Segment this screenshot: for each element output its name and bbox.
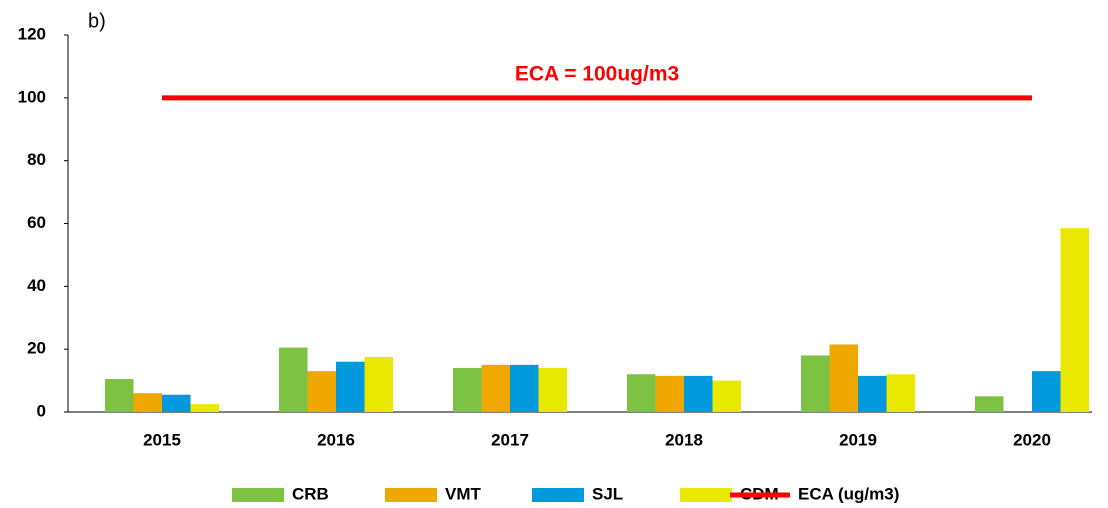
bar <box>190 404 219 412</box>
y-tick-label: 100 <box>18 87 46 106</box>
bar <box>655 375 684 412</box>
legend-swatch <box>532 488 584 502</box>
x-tick-label: 2016 <box>317 430 355 449</box>
legend-label: VMT <box>445 484 482 503</box>
legend-swatch <box>680 488 732 502</box>
bar <box>364 357 393 412</box>
legend-label: SJL <box>592 484 623 503</box>
bar <box>162 394 191 412</box>
bar <box>133 393 162 412</box>
y-tick-label: 80 <box>27 150 46 169</box>
bar <box>336 361 365 412</box>
x-tick-label: 2020 <box>1013 430 1051 449</box>
bar <box>975 396 1004 412</box>
bar <box>307 371 336 412</box>
bar <box>105 379 134 412</box>
annotation: ECA = 100ug/m3 <box>515 63 679 86</box>
bar <box>886 374 915 412</box>
bar <box>510 364 539 412</box>
legend-swatch <box>232 488 284 502</box>
x-tick-label: 2017 <box>491 430 529 449</box>
legend-swatch <box>385 488 437 502</box>
y-tick-label: 0 <box>37 401 46 420</box>
bar <box>1060 228 1089 412</box>
y-tick-label: 120 <box>18 24 46 43</box>
bar <box>481 364 510 412</box>
x-tick-label: 2018 <box>665 430 703 449</box>
bar <box>538 368 567 412</box>
legend-label: CRB <box>292 484 329 503</box>
legend-label: ECA (ug/m3) <box>798 484 899 503</box>
bar <box>801 355 830 412</box>
y-tick-label: 20 <box>27 339 46 358</box>
bar <box>279 347 308 412</box>
panel-label: b) <box>88 10 106 32</box>
bar <box>627 374 656 412</box>
x-tick-label: 2019 <box>839 430 877 449</box>
y-tick-label: 60 <box>27 213 46 232</box>
y-tick-label: 40 <box>27 276 46 295</box>
x-tick-label: 2015 <box>143 430 181 449</box>
bar <box>712 380 741 412</box>
bar <box>858 375 887 412</box>
bar <box>1032 371 1061 412</box>
bar <box>453 368 482 412</box>
bar <box>829 344 858 412</box>
bar <box>684 375 713 412</box>
